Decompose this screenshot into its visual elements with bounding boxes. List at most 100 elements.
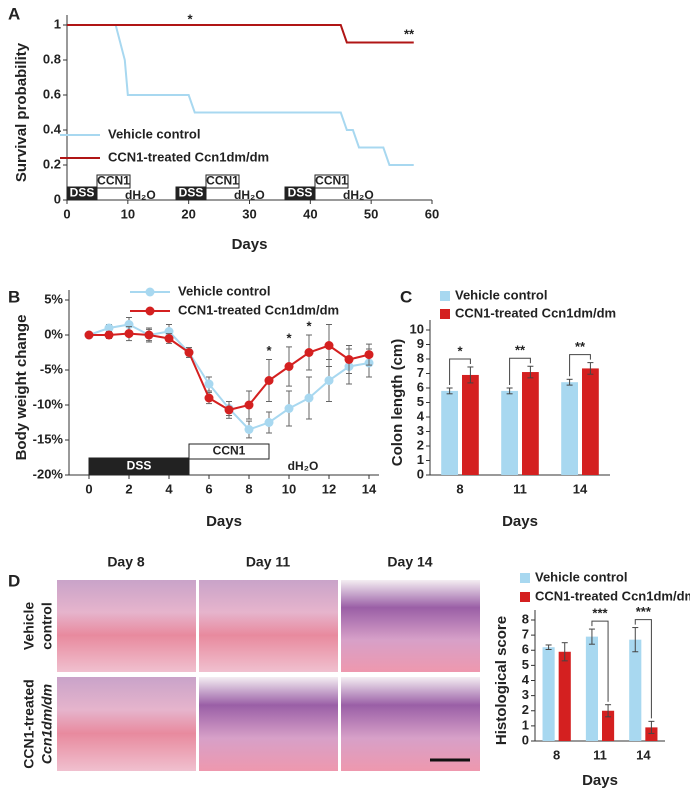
error-bar <box>506 387 513 395</box>
y-tick-label: -10% <box>33 396 64 411</box>
y-tick-label: 0.6 <box>43 86 61 101</box>
bar <box>629 639 642 741</box>
legend-label: Vehicle control <box>535 569 627 584</box>
column-label: Day 14 <box>387 554 432 570</box>
point <box>104 323 114 333</box>
histology-image <box>57 580 196 672</box>
y-tick-label: -15% <box>33 431 64 446</box>
x-tick-label: 20 <box>181 206 195 221</box>
point <box>324 341 334 350</box>
phase-label: CCN1 <box>97 174 130 188</box>
phase-label: CCN1 <box>213 444 246 458</box>
bar <box>501 390 518 475</box>
legend-label: CCN1-treated Ccn1dm/dm <box>108 149 269 164</box>
legend-label: CCN1-treated Ccn1dm/dm <box>178 302 339 317</box>
y-tick-label: 2 <box>417 437 424 452</box>
phase-label: dH₂O <box>343 188 374 202</box>
phase-box <box>66 186 98 201</box>
x-axis-label: Days <box>502 513 538 530</box>
legend-marker <box>145 287 155 297</box>
x-tick-label: 0 <box>63 206 70 221</box>
error-bar <box>527 365 534 379</box>
panel-label: B <box>8 287 20 306</box>
phase-box <box>175 186 207 201</box>
bar <box>645 727 658 741</box>
annotation: * <box>187 11 193 26</box>
error-bar <box>605 704 612 718</box>
x-axis-label: Days <box>582 772 618 789</box>
row-label: Vehicle <box>21 602 37 650</box>
series-line <box>67 24 414 44</box>
error-bar <box>566 378 573 386</box>
bar <box>602 710 615 741</box>
legend-swatch <box>520 573 530 583</box>
point <box>84 330 94 340</box>
y-tick-label: 7 <box>522 627 529 642</box>
y-tick-label: 0.4 <box>43 121 62 136</box>
x-tick-label: 4 <box>165 481 173 496</box>
x-tick-label: 30 <box>242 206 256 221</box>
y-tick-label: 0% <box>44 326 63 341</box>
panel-label: A <box>8 4 20 23</box>
point <box>324 376 334 385</box>
point <box>224 405 234 415</box>
x-tick-label: 10 <box>121 206 135 221</box>
phase-label: dH₂O <box>125 188 156 202</box>
phase-label: DSS <box>288 186 313 200</box>
point <box>264 418 274 427</box>
significance-bracket <box>591 620 609 702</box>
chart: -20% -15% -10% -5% 0% 5% Days Body weight chang… <box>13 283 379 530</box>
x-tick-label: 11 <box>593 747 607 762</box>
significance: *** <box>592 606 608 621</box>
legend-marker <box>145 306 155 316</box>
histology-image <box>341 677 480 771</box>
significance: * <box>286 330 292 345</box>
y-tick-label: -20% <box>33 466 64 481</box>
x-tick-label: 14 <box>636 747 651 762</box>
legend-label: Vehicle control <box>108 126 200 141</box>
bar <box>585 636 598 741</box>
y-tick-label: 5 <box>417 394 424 409</box>
phase-label: DSS <box>179 186 204 200</box>
x-tick-label: 50 <box>364 206 378 221</box>
point <box>364 350 374 360</box>
error-bar <box>632 627 639 653</box>
y-tick-label: 3 <box>522 687 529 702</box>
y-tick-label: 4 <box>522 672 530 687</box>
x-tick-label: 0 <box>85 481 92 496</box>
y-tick-label: 0 <box>417 466 424 481</box>
y-tick-label: 5 <box>522 657 529 672</box>
error-bar <box>467 366 474 384</box>
y-axis-label: Body weight change <box>13 315 30 461</box>
y-tick-label: 1 <box>54 16 61 31</box>
y-axis-label: Histological score <box>493 616 510 745</box>
legend-swatch <box>440 309 450 319</box>
histology-image <box>199 580 338 672</box>
y-tick-label: 6 <box>522 642 529 657</box>
phase-box <box>188 443 270 460</box>
histology-image <box>341 580 480 672</box>
x-tick-label: 12 <box>322 481 336 496</box>
phase-box <box>205 174 240 189</box>
panel-label: D <box>8 571 20 590</box>
x-tick-label: 40 <box>303 206 317 221</box>
bar <box>441 390 458 475</box>
bar <box>522 372 539 475</box>
bar <box>462 374 479 475</box>
point <box>244 400 254 410</box>
y-tick-label: 10 <box>410 321 424 336</box>
y-tick-label: 0.8 <box>43 51 61 66</box>
phase-label: CCN1 <box>315 174 348 188</box>
histology-images <box>57 580 480 771</box>
point <box>344 355 354 364</box>
significance: * <box>457 343 463 358</box>
error-bar <box>588 628 595 645</box>
x-tick-label: 10 <box>282 481 296 496</box>
legend-label: Vehicle control <box>455 287 547 302</box>
x-tick-label: 14 <box>573 481 588 496</box>
significance: * <box>266 343 272 358</box>
y-tick-label: 9 <box>417 336 424 351</box>
row-label: Ccn1dm/dm <box>39 684 55 764</box>
